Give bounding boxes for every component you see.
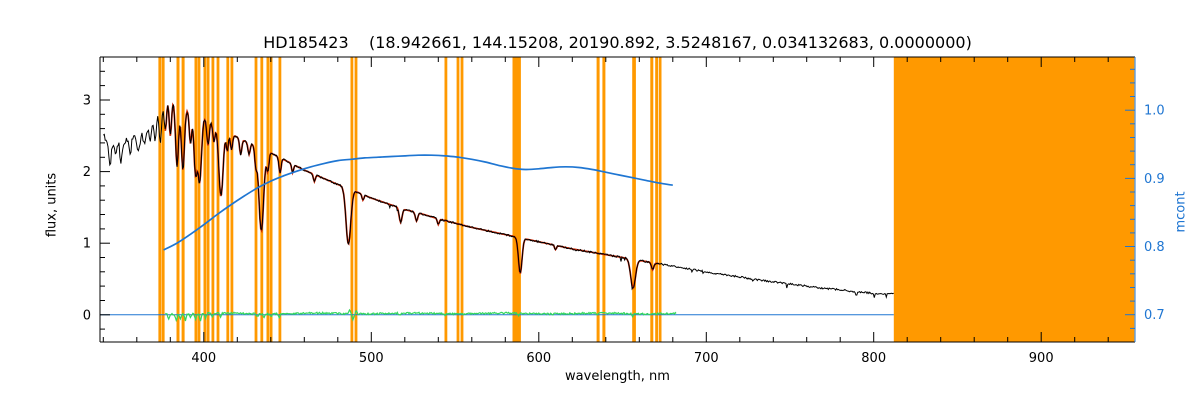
mask-band [230,57,234,342]
mcont-tick-label: 0.8 [1144,240,1165,255]
x-tick-label: 600 [526,351,551,366]
mask-band [194,57,198,342]
mcont-tick-label: 1.0 [1144,104,1165,119]
mask-band [893,57,1135,342]
flux-tick-label: 2 [83,165,91,180]
mcont-line [163,154,673,251]
mask-band [181,57,185,342]
flux-tick-label: 1 [83,237,91,252]
wavelength-axis-label: wavelength, nm [565,369,670,384]
mask-band [211,57,215,342]
x-tick-label: 500 [359,351,384,366]
mask-band [266,57,270,342]
mask-band [206,57,210,342]
x-tick-label: 400 [191,351,216,366]
mask-band [176,57,180,342]
mask-band [460,57,464,342]
mask-band [655,57,658,342]
mask-band [158,57,162,342]
mask-band [456,57,460,342]
mask-band [650,57,654,342]
mask-band [512,57,521,342]
x-tick-label: 900 [1029,351,1054,366]
mask-band [203,57,207,342]
mask-band [226,57,230,342]
mask-band [444,57,448,342]
observed-spectrum-line [103,104,894,299]
mask-band [632,57,636,342]
x-tick-label: 800 [861,351,886,366]
x-tick-label: 700 [694,351,719,366]
mask-band [260,57,264,342]
residual-line [165,308,677,323]
plot-title: HD185423 (18.942661, 144.15208, 20190.89… [263,33,972,52]
mask-band [278,57,282,342]
mask-band [216,57,220,342]
mcont-axis-label: mcont [1173,191,1189,233]
mask-band [658,57,662,342]
fit-line [164,102,660,290]
mask-band [161,57,165,342]
mcont-tick-label: 0.9 [1144,172,1165,187]
mask-band [269,57,273,342]
flux-axis-label: flux, units [44,172,60,238]
mask-band [254,57,258,342]
mask-band [596,57,600,342]
mask-band [602,57,606,342]
flux-tick-label: 3 [83,94,91,109]
mask-band [197,57,201,342]
flux-tick-label: 0 [83,308,91,323]
mask-band [350,57,354,342]
mask-band [354,57,358,342]
mcont-tick-label: 0.7 [1144,308,1165,323]
